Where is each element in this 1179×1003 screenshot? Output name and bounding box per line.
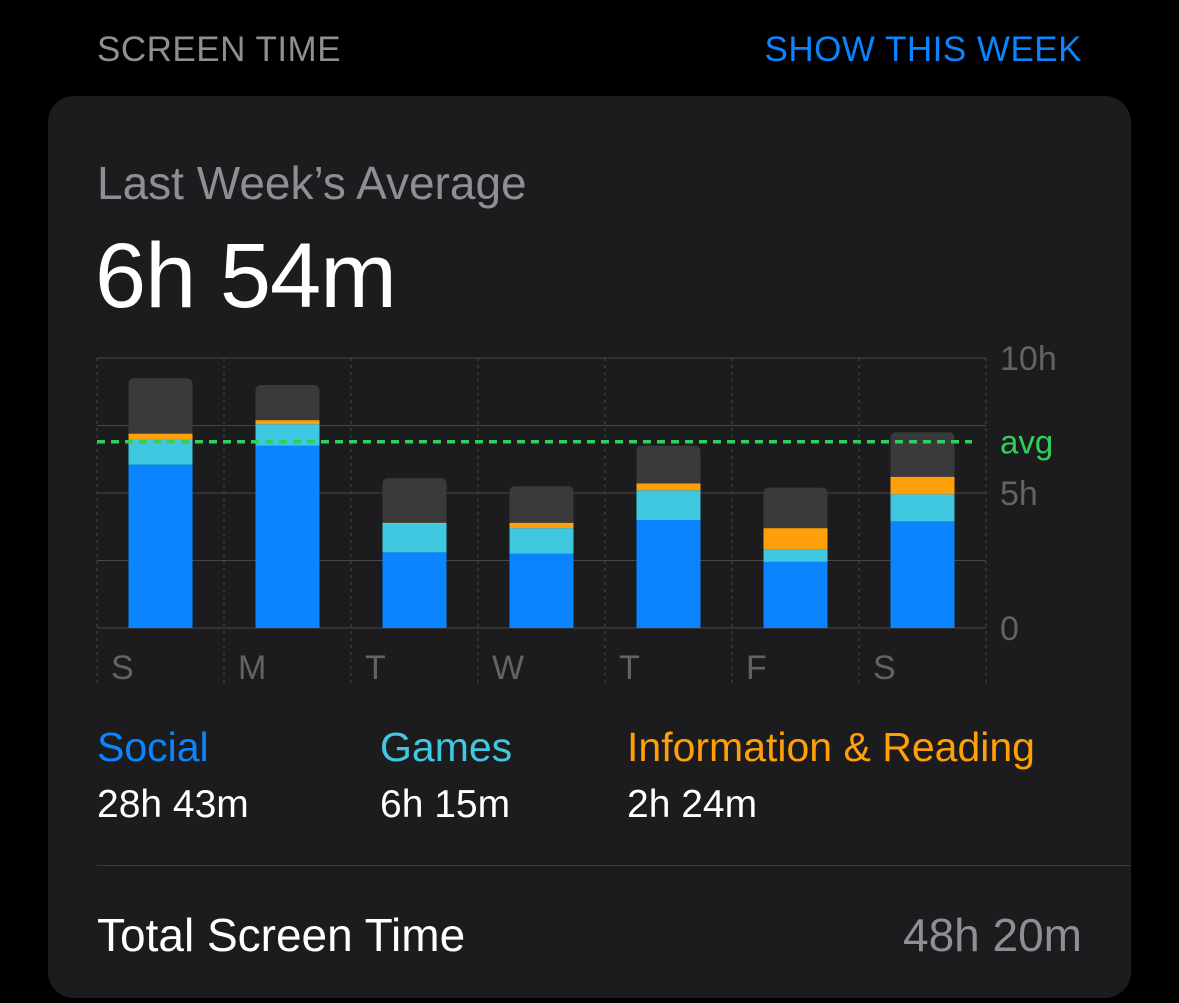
bar-segment-information-reading [382, 522, 447, 525]
bar-day-4[interactable] [636, 445, 701, 628]
total-screen-time-value: 48h 20m [902, 909, 1082, 961]
bar-segment-games [128, 439, 193, 465]
bar-segment-social [763, 561, 828, 628]
day-label: S [873, 649, 896, 687]
day-label: S [111, 649, 134, 687]
legend-games[interactable]: Games 6h 15m [380, 724, 512, 827]
bar-segment-social [509, 553, 574, 628]
bar-day-2[interactable] [382, 478, 447, 628]
bar-segment-games [636, 490, 701, 520]
legend-social-name: Social [97, 724, 209, 770]
bar-segment-games [763, 549, 828, 562]
legend-social-value: 28h 43m [97, 783, 249, 826]
legend-info-reading-name: Information & Reading [627, 724, 1035, 770]
bar-day-0[interactable] [128, 378, 193, 628]
bar-day-5[interactable] [763, 487, 828, 628]
bar-segment-other [636, 445, 701, 484]
bar-segment-social [890, 521, 955, 628]
bar-segment-other [890, 432, 955, 477]
show-this-week-button[interactable]: SHOW THIS WEEK [764, 30, 1082, 69]
average-label: Last Week’s Average [97, 157, 527, 209]
bar-segment-information-reading [128, 433, 193, 439]
day-label: M [238, 649, 266, 687]
average-value: 6h 54m [95, 225, 397, 327]
y-tick-label: 5h [1000, 475, 1038, 513]
legend-info-reading[interactable]: Information & Reading 2h 24m [627, 724, 1035, 827]
section-title: SCREEN TIME [97, 30, 342, 69]
bar-segment-games [890, 494, 955, 522]
bar-segment-social [636, 520, 701, 628]
bar-segment-information-reading [255, 420, 320, 425]
bar-day-3[interactable] [509, 486, 574, 628]
bar-segment-information-reading [636, 483, 701, 491]
bar-segment-other [509, 486, 574, 523]
legend-social[interactable]: Social 28h 43m [97, 724, 249, 827]
bar-segment-games [382, 524, 447, 553]
bar-segment-other [255, 385, 320, 421]
bar-segment-information-reading [509, 522, 574, 529]
legend-games-name: Games [380, 724, 513, 770]
total-screen-time-label: Total Screen Time [97, 909, 466, 961]
day-label: T [365, 649, 386, 687]
bar-segment-social [382, 552, 447, 628]
bar-day-1[interactable] [255, 385, 320, 628]
bar-segment-other [382, 478, 447, 523]
bar-segment-information-reading [890, 476, 955, 495]
bar-segment-other [763, 487, 828, 529]
bar-segment-games [509, 528, 574, 554]
legend-games-value: 6h 15m [380, 783, 511, 826]
day-label: F [746, 649, 767, 687]
legend-info-reading-value: 2h 24m [627, 783, 758, 826]
bar-segment-social [255, 445, 320, 628]
y-tick-label: 10h [1000, 340, 1057, 378]
bar-day-6[interactable] [890, 432, 955, 628]
y-tick-label: 0 [1000, 610, 1019, 648]
day-label: W [492, 649, 524, 687]
bar-segment-social [128, 464, 193, 628]
average-line-label: avg [1000, 424, 1053, 461]
day-label: T [619, 649, 640, 687]
bar-segment-other [128, 378, 193, 434]
bar-segment-information-reading [763, 528, 828, 550]
divider [97, 865, 1131, 866]
